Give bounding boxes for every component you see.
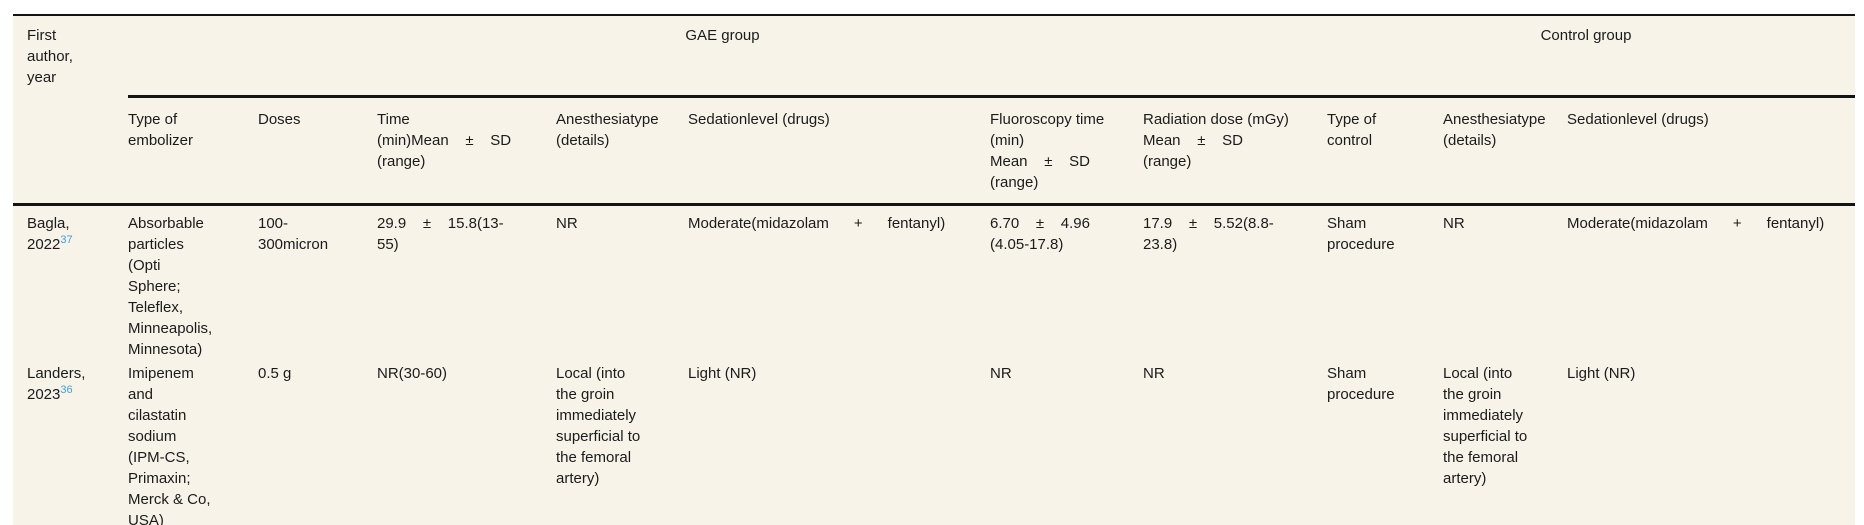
author-text: Landers, 2023: [27, 365, 86, 403]
col-header-anesthesia-type-control: Anesthesiatype (details): [1443, 96, 1567, 206]
study-characteristics-table-sheet: First author, year GAE group Control gro…: [13, 14, 1856, 525]
cell-sedation-control: Light (NR): [1567, 365, 1636, 382]
citation-ref-link[interactable]: 36: [60, 384, 73, 396]
citation-ref-link[interactable]: 37: [60, 234, 73, 246]
cell-anesthesia-gae: Local (into the groin immediately superf…: [556, 365, 641, 487]
col-header-radiation-dose: Radiation dose (mGy) Mean ± SD (range): [1143, 96, 1327, 206]
cell-author: Bagla, 202237: [13, 205, 128, 361]
author-text: Bagla, 2022: [27, 215, 70, 253]
cell-sedation-gae: Moderate(midazolam + fentanyl): [688, 215, 946, 232]
group-header-row: First author, year GAE group Control gro…: [13, 16, 1856, 206]
cell-anesthesia-control: NR: [1443, 215, 1465, 232]
col-header-type-of-control: Type of control: [1327, 96, 1443, 206]
col-header-fluoroscopy-time: Fluoroscopy time (min) Mean ± SD (range): [990, 96, 1143, 206]
cell-author: Landers, 202336: [13, 360, 128, 525]
cell-anesthesia-gae: NR: [556, 215, 578, 232]
cell-control-type: Sham procedure: [1327, 215, 1395, 253]
group-header-control: Control group: [1327, 16, 1856, 98]
study-characteristics-table: First author, year GAE group Control gro…: [13, 16, 1856, 525]
col-header-time: Time (min)Mean ± SD (range): [377, 96, 556, 206]
col-header-doses: Doses: [258, 96, 377, 206]
cell-control-type: Sham procedure: [1327, 365, 1395, 403]
table-row-bagla-2022: Bagla, 202237 Absorbable particles (Opti…: [13, 205, 1855, 361]
col-header-sedation-level-control: Sedationlevel (drugs): [1567, 96, 1856, 206]
cell-doses: 0.5 g: [258, 365, 292, 382]
cell-embolizer: Absorbable particles (Opti Sphere; Telef…: [128, 215, 213, 358]
cell-anesthesia-control: Local (into the groin immediately superf…: [1443, 365, 1528, 487]
cell-embolizer: Imipenem and cilastatin sodium (IPM-CS, …: [128, 365, 211, 525]
cell-radiation-dose: NR: [1143, 365, 1165, 382]
table-row-landers-2023: Landers, 202336 Imipenem and cilastatin …: [13, 360, 1855, 525]
group-header-gae: GAE group: [128, 16, 1327, 98]
cell-sedation-gae: Light (NR): [688, 365, 757, 382]
column-header-row: Type of embolizer Doses Time (min)Mean ±…: [13, 96, 1856, 206]
col-header-sedation-level-gae: Sedationlevel (drugs): [688, 96, 990, 206]
col-header-first-author-year: First author, year: [13, 16, 128, 206]
cell-sedation-control: Moderate(midazolam + fentanyl): [1567, 215, 1825, 232]
cell-doses: 100- 300micron: [258, 215, 329, 253]
cell-time: 29.9 ± 15.8(13- 55): [377, 215, 504, 253]
cell-fluoroscopy-time: 6.70 ± 4.96 (4.05-17.8): [990, 215, 1090, 253]
col-header-type-of-embolizer: Type of embolizer: [128, 96, 258, 206]
cell-fluoroscopy-time: NR: [990, 365, 1012, 382]
cell-time: NR(30-60): [377, 365, 448, 382]
cell-radiation-dose: 17.9 ± 5.52(8.8- 23.8): [1143, 215, 1274, 253]
col-header-anesthesia-type-gae: Anesthesiatype (details): [556, 96, 688, 206]
